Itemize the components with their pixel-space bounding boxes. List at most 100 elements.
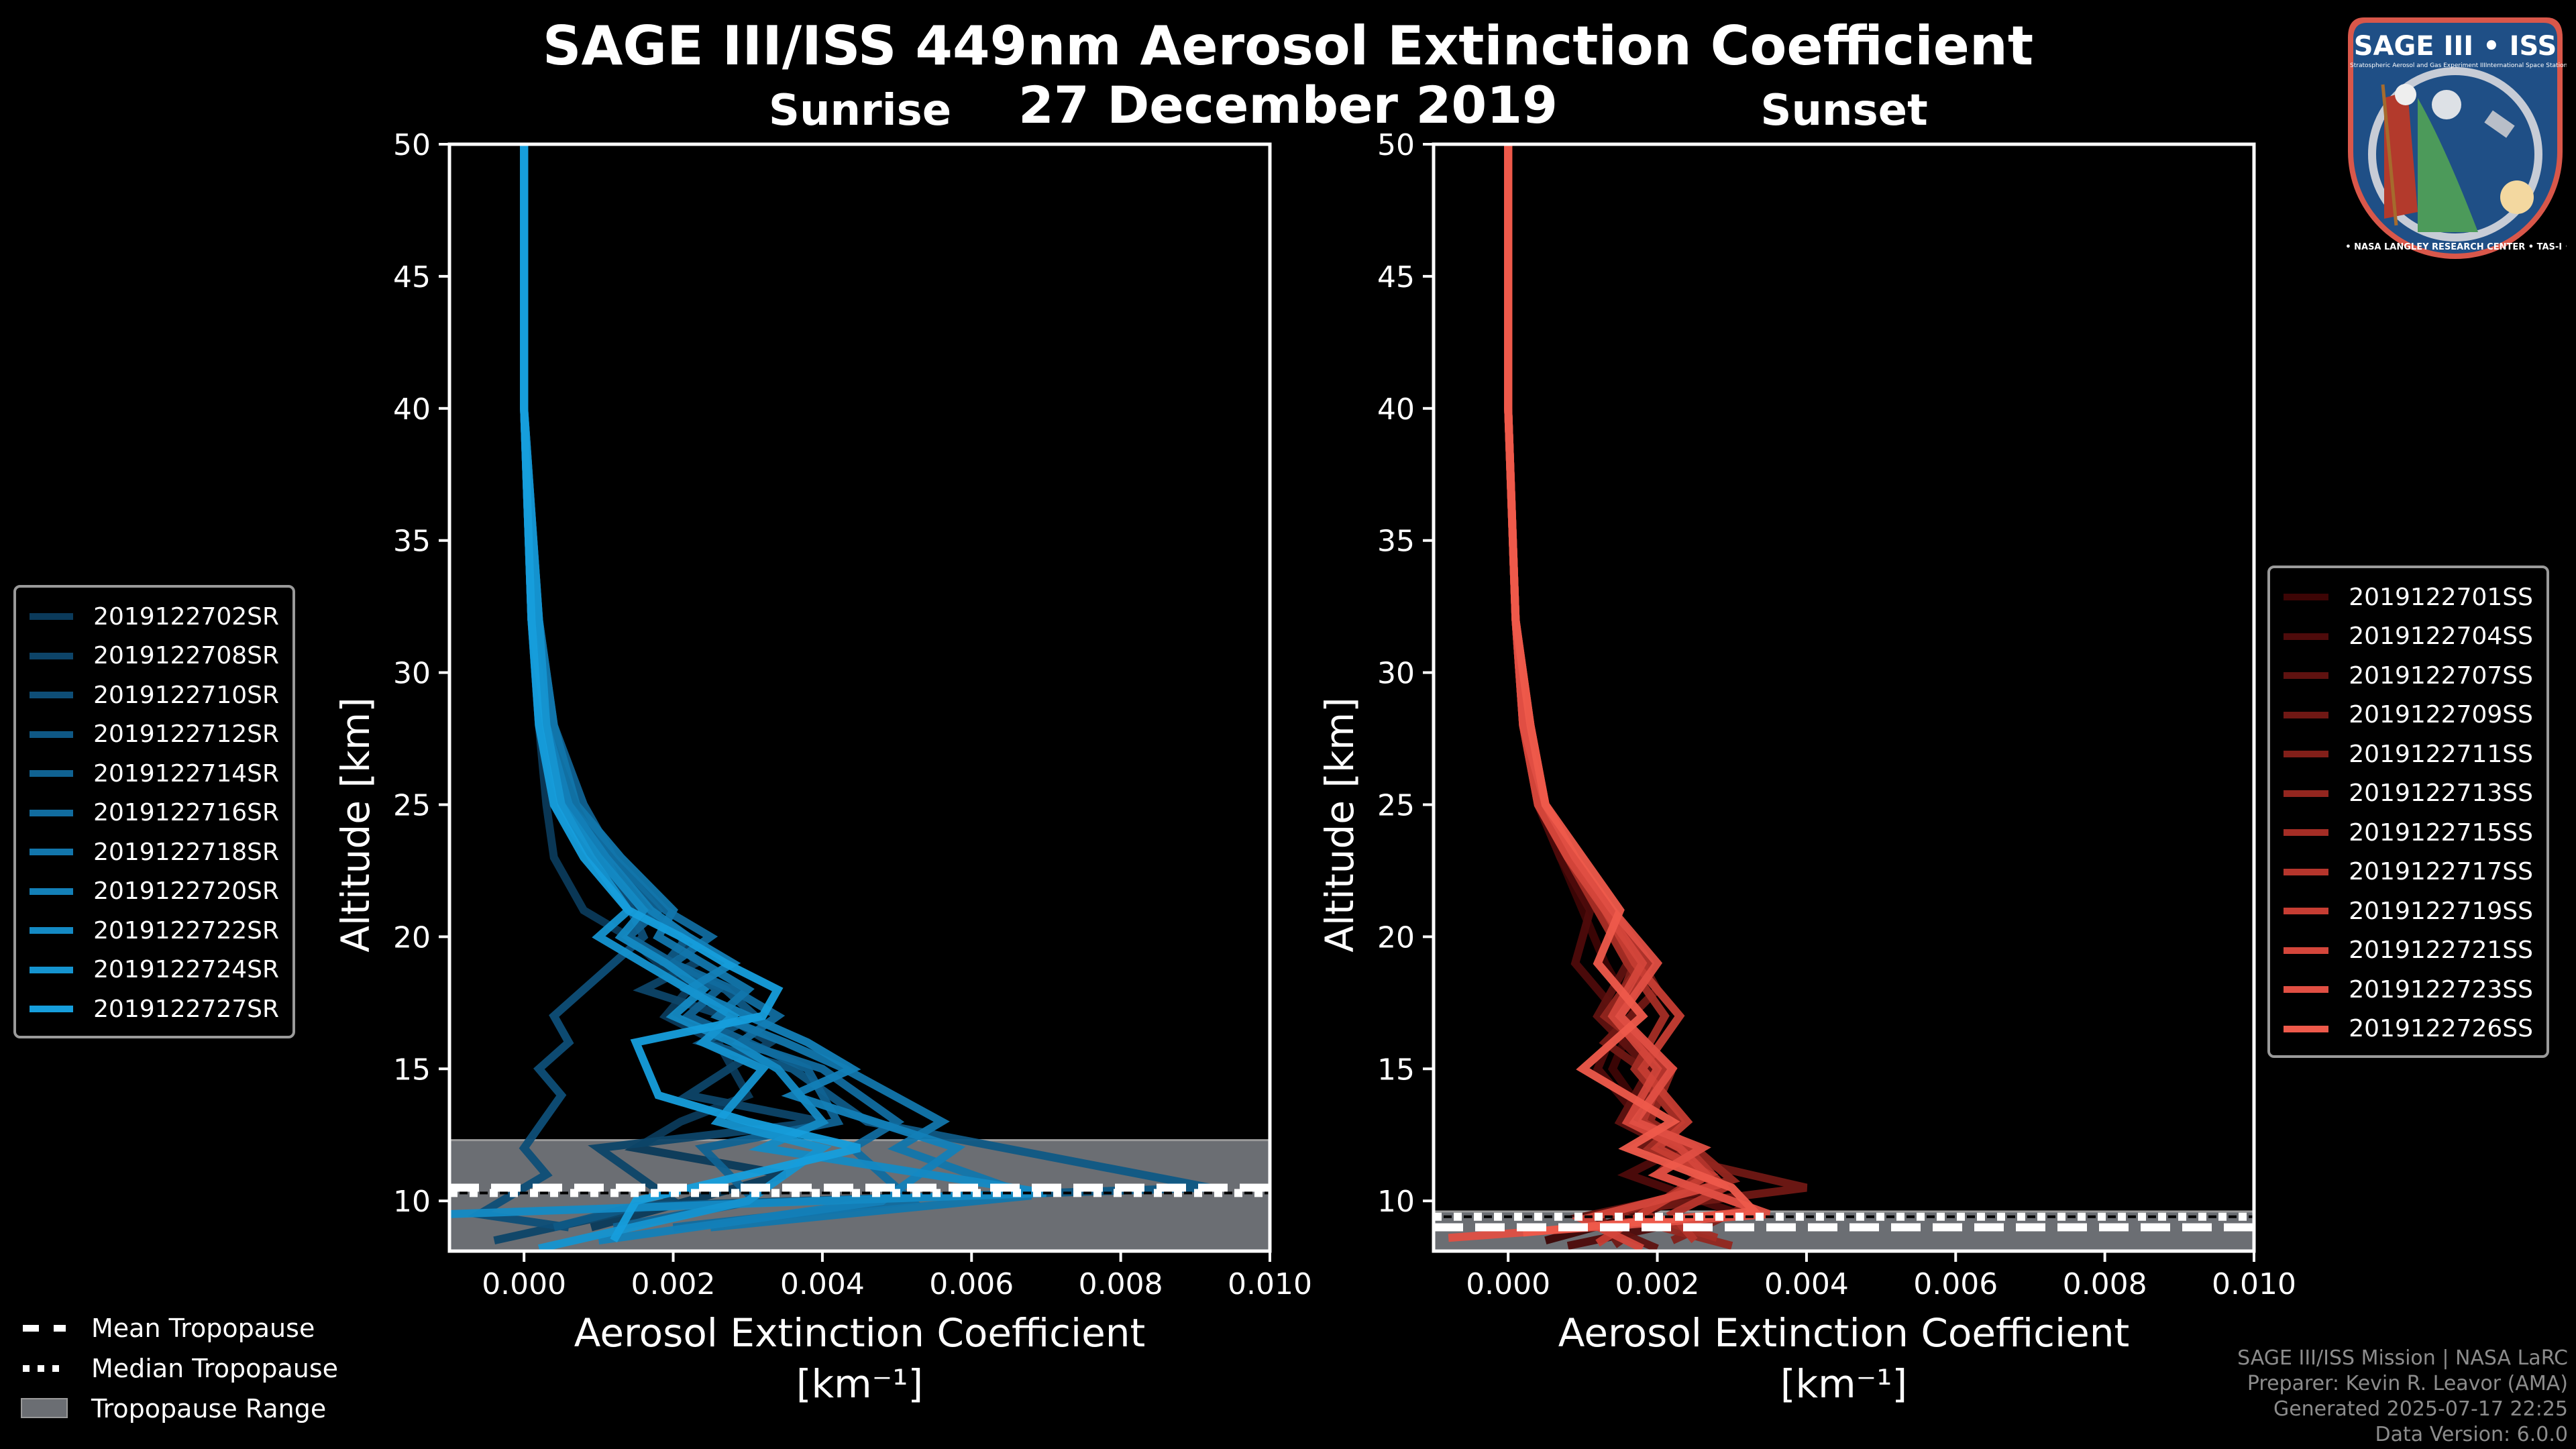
legend-item: 2019122702SR	[30, 597, 279, 637]
legend-swatch	[30, 809, 74, 816]
dotted-line-icon	[23, 1365, 66, 1372]
legend-swatch	[30, 652, 74, 659]
legend-label: 2019122726SS	[2349, 1015, 2533, 1043]
legend-label: 2019122702SR	[93, 602, 279, 631]
legend-label: 2019122707SS	[2349, 661, 2533, 690]
chart-date: 27 December 2019	[1018, 75, 1558, 135]
legend-tropopause-range: Tropopause Range	[20, 1389, 338, 1429]
y-tick-label: 30	[393, 657, 431, 691]
x-axis-units: [km⁻¹]	[1780, 1361, 1907, 1407]
footer-preparer: Preparer: Kevin R. Leavor (AMA)	[2247, 1372, 2568, 1395]
legend-swatch	[2284, 829, 2329, 837]
legend-label: 2019122720SR	[93, 877, 279, 906]
legend-swatch	[30, 692, 74, 699]
legend-label: 2019122721SS	[2349, 936, 2533, 965]
profile-line-2019122723SS	[1448, 144, 1771, 1242]
legend-item: 2019122711SS	[2284, 735, 2533, 774]
legend-swatch	[30, 927, 74, 934]
legend-label: Median Tropopause	[91, 1354, 338, 1383]
profile-line-2019122718SR	[520, 144, 1033, 1232]
y-tick-label: 10	[1377, 1185, 1415, 1219]
legend-swatch	[2284, 986, 2329, 994]
x-tick-label: 0.006	[929, 1267, 1014, 1301]
legend-swatch	[2284, 711, 2329, 718]
legend-label: 2019122716SR	[93, 799, 279, 827]
legend-swatch	[2284, 751, 2329, 758]
legend-median-tropopause: Median Tropopause	[20, 1348, 338, 1389]
y-tick-label: 10	[393, 1185, 431, 1219]
x-tick-label: 0.008	[1079, 1267, 1163, 1301]
legend-swatch	[30, 731, 74, 738]
panel-title-sunrise: Sunrise	[768, 86, 952, 136]
y-tick-label: 40	[393, 392, 431, 427]
sage-iii-iss-mission-logo: SAGE III • ISS Stratospheric Aerosol and…	[2344, 17, 2567, 259]
legend-item: 2019122712SR	[30, 715, 279, 755]
y-tick-label: 50	[393, 128, 431, 162]
y-tick-label: 35	[1377, 525, 1415, 559]
y-tick-label: 35	[393, 525, 431, 559]
legend-item: 2019122720SR	[30, 872, 279, 912]
legend-swatch	[2284, 594, 2329, 601]
legend-label: 2019122715SS	[2349, 818, 2533, 847]
legend-swatch	[2284, 1025, 2329, 1032]
y-tick-label: 50	[1377, 128, 1415, 162]
legend-swatch	[2284, 947, 2329, 954]
y-tick-label: 45	[393, 260, 431, 294]
legend-item: 2019122704SS	[2284, 617, 2533, 657]
legend-swatch	[30, 1006, 74, 1013]
x-tick-label: 0.010	[2212, 1267, 2296, 1301]
footer-credits: SAGE III/ISS Mission | NASA LaRC Prepare…	[2237, 1346, 2568, 1448]
legend-item: 2019122710SR	[30, 676, 279, 715]
profile-line-2019122716SR	[520, 144, 922, 1232]
y-tick-label: 15	[1377, 1053, 1415, 1087]
y-tick-label: 40	[1377, 392, 1415, 427]
y-tick-label: 30	[1377, 657, 1415, 691]
x-tick-label: 0.000	[482, 1267, 566, 1301]
legend-item: 2019122701SS	[2284, 578, 2533, 617]
legend-item: 2019122724SR	[30, 951, 279, 990]
legend-label: 2019122708SR	[93, 642, 279, 670]
profile-line-2019122714SR	[520, 144, 844, 1232]
x-tick-label: 0.002	[1615, 1267, 1700, 1301]
legend-sunset: 2019122701SS 2019122704SS 2019122707SS 2019…	[2267, 566, 2549, 1058]
legend-label: 2019122718SR	[93, 838, 279, 866]
legend-item: 2019122721SS	[2284, 931, 2533, 971]
legend-swatch	[30, 613, 74, 621]
legend-label: 2019122709SS	[2349, 701, 2533, 729]
footer-data-version: Data Version: 6.0.0	[2375, 1423, 2568, 1446]
legend-item: 2019122707SS	[2284, 656, 2533, 696]
legend-label: Tropopause Range	[91, 1394, 327, 1424]
plot-area-sunset	[1434, 144, 2254, 1251]
legend-label: 2019122714SR	[93, 759, 279, 788]
y-tick-label: 20	[393, 920, 431, 955]
legend-swatch	[30, 849, 74, 856]
y-tick-label: 45	[1377, 260, 1415, 294]
logo-title: SAGE III • ISS	[2354, 31, 2557, 62]
logo-subtitle-left: Stratospheric Aerosol and Gas Experiment…	[2350, 62, 2485, 69]
x-axis-label: Aerosol Extinction Coefficient	[1558, 1310, 2130, 1356]
axes-frame	[1432, 142, 2256, 1253]
plot-sunrise: 0.000 0.002 0.004 0.006 0.008 0.010 10 15 20 25 30…	[333, 128, 1312, 1407]
legend-label: 2019122717SS	[2349, 858, 2533, 886]
legend-swatch	[2284, 633, 2329, 640]
legend-label: 2019122704SS	[2349, 623, 2533, 651]
legend-item: 2019122726SS	[2284, 1010, 2533, 1049]
plot-area-sunrise	[449, 144, 1270, 1251]
gray-box-icon	[21, 1398, 68, 1418]
x-axis-units: [km⁻¹]	[796, 1361, 923, 1407]
tropopause-legend: Mean Tropopause Median Tropopause Tropop…	[20, 1308, 338, 1429]
legend-label: 2019122712SR	[93, 720, 279, 749]
legend-label: 2019122711SS	[2349, 740, 2533, 768]
legend-label: 2019122722SR	[93, 916, 279, 945]
plot-sunset: 0.000 0.002 0.004 0.006 0.008 0.010 10 15 20 25 30…	[1317, 128, 2296, 1407]
legend-item: 2019122714SR	[30, 754, 279, 794]
x-tick-label: 0.010	[1228, 1267, 1312, 1301]
legend-swatch	[30, 888, 74, 895]
y-tick-label: 20	[1377, 920, 1415, 955]
profile-line-2019122711SS	[1504, 144, 1758, 1244]
y-tick-label: 25	[393, 788, 431, 822]
legend-swatch	[2284, 868, 2329, 875]
legend-label: 2019122727SR	[93, 995, 279, 1023]
legend-swatch	[2284, 672, 2329, 680]
legend-mean-tropopause: Mean Tropopause	[20, 1308, 338, 1348]
